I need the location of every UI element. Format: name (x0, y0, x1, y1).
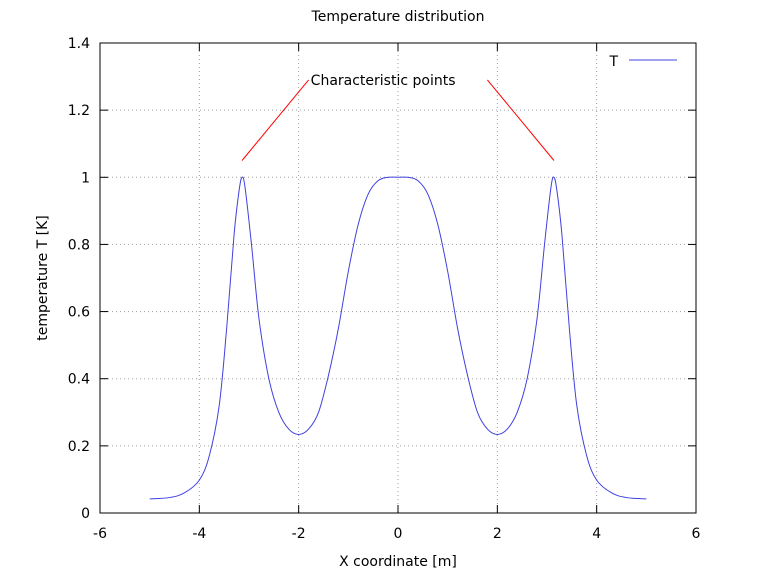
legend: T (608, 54, 677, 70)
y-axis-label: temperature T [K] (35, 215, 51, 341)
series-line-T (149, 176, 647, 500)
chart-title: Temperature distribution (311, 9, 485, 25)
y-tick-label: 0.6 (68, 305, 90, 321)
x-axis-label: X coordinate [m] (339, 554, 457, 570)
x-tick-label: 0 (394, 526, 403, 542)
annotation-line (487, 79, 555, 161)
annotation-layer: Characteristic points (241, 73, 555, 161)
annotation-line (241, 79, 309, 161)
y-tick-label: 1 (81, 170, 90, 186)
x-tick-label: 2 (493, 526, 502, 542)
y-tick-label: 1.2 (68, 103, 90, 119)
series-layer (149, 176, 647, 500)
y-tick-label: 1.4 (68, 36, 90, 52)
y-tick-label: 0.2 (68, 439, 90, 455)
y-tick-label: 0.8 (68, 237, 90, 253)
legend-label: T (608, 54, 618, 70)
tick-layer: -6 -4 -2 0 2 4 6 0 0.2 0.4 0.6 0.8 1 1.2 1.4 (68, 36, 701, 542)
x-tick-label: 4 (592, 526, 601, 542)
x-tick-label: -6 (93, 526, 107, 542)
x-tick-label: 6 (692, 526, 701, 542)
y-tick-label: 0.4 (68, 372, 90, 388)
x-tick-label: -4 (192, 526, 206, 542)
annotation-label: Characteristic points (311, 73, 456, 89)
grid (100, 43, 696, 513)
plot-border (99, 42, 697, 514)
y-tick-label: 0 (81, 506, 90, 522)
x-tick-label: -2 (292, 526, 306, 542)
